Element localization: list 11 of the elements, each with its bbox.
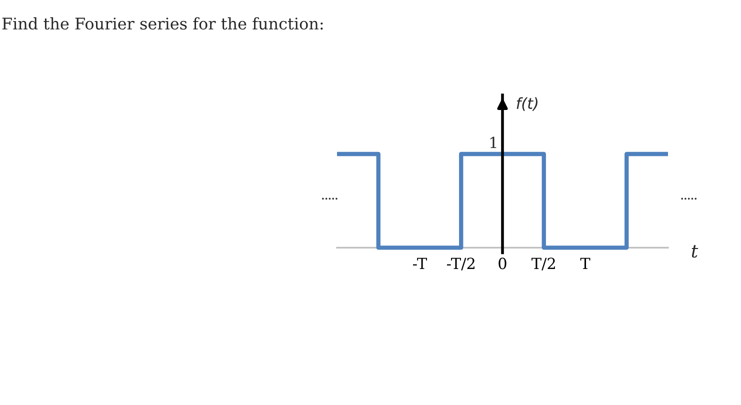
x-tick-label: -T [413, 258, 427, 269]
annotation: ..... [322, 198, 338, 200]
text: 1 [490, 136, 496, 148]
x-axis-title: t [692, 245, 698, 258]
text: Find the Fourier series for the function: [2, 17, 323, 30]
x-tick-label: -T/2 [446, 258, 474, 270]
x-tick-label: T/2 [531, 258, 555, 270]
x-tick-label: T [580, 258, 590, 269]
y-axis-title: f(t) [516, 97, 538, 111]
text: ..... [681, 198, 697, 200]
x-tick-label: 0 [498, 258, 506, 270]
